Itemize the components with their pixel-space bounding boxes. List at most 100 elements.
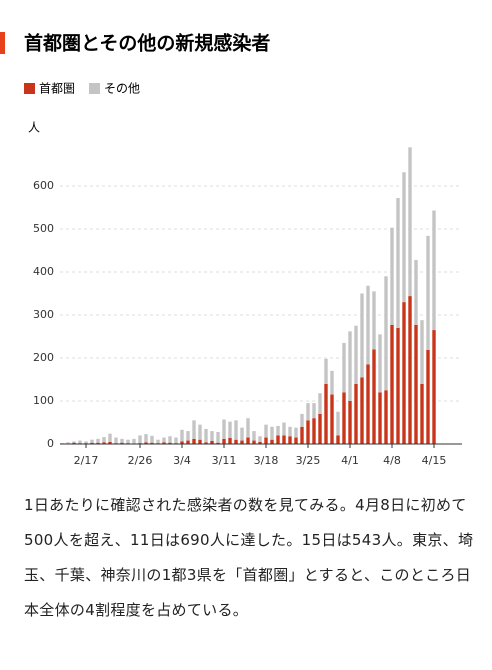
x-tick-label: 3/4 (173, 454, 191, 467)
x-tick-label: 3/25 (296, 454, 321, 467)
bar-segment (204, 442, 208, 444)
bar-segment (90, 442, 94, 444)
bar-segment (390, 324, 394, 444)
bar-segment (102, 437, 106, 443)
bar-segment (66, 442, 70, 444)
bar-segment (240, 440, 244, 444)
legend-label: 首都圏 (39, 82, 75, 96)
bar-segment (96, 442, 100, 444)
bar-segment (396, 198, 400, 328)
bar-segment (222, 438, 226, 444)
bar-segment (84, 441, 88, 444)
bar-segment (306, 403, 310, 421)
bar-segment (330, 370, 334, 395)
bar-segment (246, 437, 250, 444)
bar-segment (180, 429, 184, 442)
bar-segment (288, 436, 292, 444)
bar-segment (234, 420, 238, 440)
bar-segment (408, 147, 412, 297)
bar-segment (144, 434, 148, 443)
bar-segment (348, 331, 352, 401)
bar-segment (234, 439, 238, 444)
bar-segment (318, 393, 322, 414)
y-tick-label: 200 (33, 351, 54, 364)
bar-segment (138, 435, 142, 444)
y-tick-label: 600 (33, 179, 54, 192)
bar-segment (420, 383, 424, 444)
bar-segment (282, 435, 286, 444)
chart-title: 首都圏とその他の新規感染者 (24, 32, 270, 55)
bar-segment (378, 392, 382, 444)
bar-segment (72, 442, 76, 444)
bar-segment (216, 442, 220, 444)
legend-label: その他 (104, 82, 140, 96)
bar-segment (192, 438, 196, 444)
bar-segment (348, 401, 352, 444)
bar-segment (312, 418, 316, 444)
bar-segment (432, 330, 436, 444)
bar-segment (312, 403, 316, 419)
bar-segment (366, 364, 370, 444)
bar-segment (294, 437, 298, 444)
title-accent (0, 32, 5, 54)
bar-segment (72, 441, 76, 443)
bar-segment (222, 419, 226, 439)
y-tick-label: 300 (33, 308, 54, 321)
bar-segment (372, 349, 376, 444)
bar-segment (150, 442, 154, 444)
bar-segment (294, 427, 298, 438)
bar-segment (300, 413, 304, 427)
bar-segment (402, 302, 406, 444)
chart: 首都圏とその他の新規感染者 人 首都圏 その他 0 100 200 300 400 500 60… (0, 32, 462, 467)
bar-segment (342, 392, 346, 444)
bar-segment (180, 441, 184, 444)
bar-segment (210, 431, 214, 441)
bar-segment (102, 442, 106, 444)
bar-segment (414, 324, 418, 444)
legend-swatch (24, 83, 35, 94)
bar-segment (192, 420, 196, 439)
paragraph: 1日あたりに確認された感染者の数を見てみる。4月8日に初めて500人を超え、11… (24, 496, 474, 619)
bar-segment (264, 437, 268, 444)
bar-segment (354, 383, 358, 444)
bar-segment (198, 424, 202, 440)
bar-segment (396, 327, 400, 444)
bar-segment (384, 390, 388, 444)
bar-segment (270, 426, 274, 440)
bar-segment (330, 394, 334, 444)
bar-segment (426, 349, 430, 444)
legend-swatch (89, 83, 101, 94)
bar-segment (162, 437, 166, 443)
bar-segment (324, 358, 328, 384)
bar-segment (168, 442, 172, 444)
bar-segment (108, 433, 112, 442)
bar-segment (252, 440, 256, 444)
bar-segment (276, 435, 280, 444)
bar-segment (168, 436, 172, 443)
bar-segment (90, 439, 94, 443)
bar-segment (246, 418, 250, 438)
y-tick-label: 500 (33, 222, 54, 235)
bar-segment (132, 438, 136, 444)
bar-segment (342, 342, 346, 393)
bar-segment (420, 320, 424, 384)
bar-segment (426, 235, 430, 350)
bar-segment (414, 259, 418, 325)
bar-segment (258, 436, 262, 442)
bar-segment (120, 442, 124, 444)
bar-segment (360, 293, 364, 378)
bar-segment (186, 431, 190, 441)
x-tick-label: 4/15 (422, 454, 447, 467)
bar-segment (300, 426, 304, 444)
y-tick-label: 400 (33, 265, 54, 278)
bar-segment (372, 291, 376, 350)
bar-segment (144, 442, 148, 444)
y-tick-label: 0 (47, 437, 54, 450)
bar-segment (186, 440, 190, 444)
bar-segment (108, 441, 112, 444)
y-axis-label: 人 (28, 121, 40, 135)
bar-segment (318, 413, 322, 444)
bar-segment (156, 439, 160, 444)
bar-segment (390, 227, 394, 325)
